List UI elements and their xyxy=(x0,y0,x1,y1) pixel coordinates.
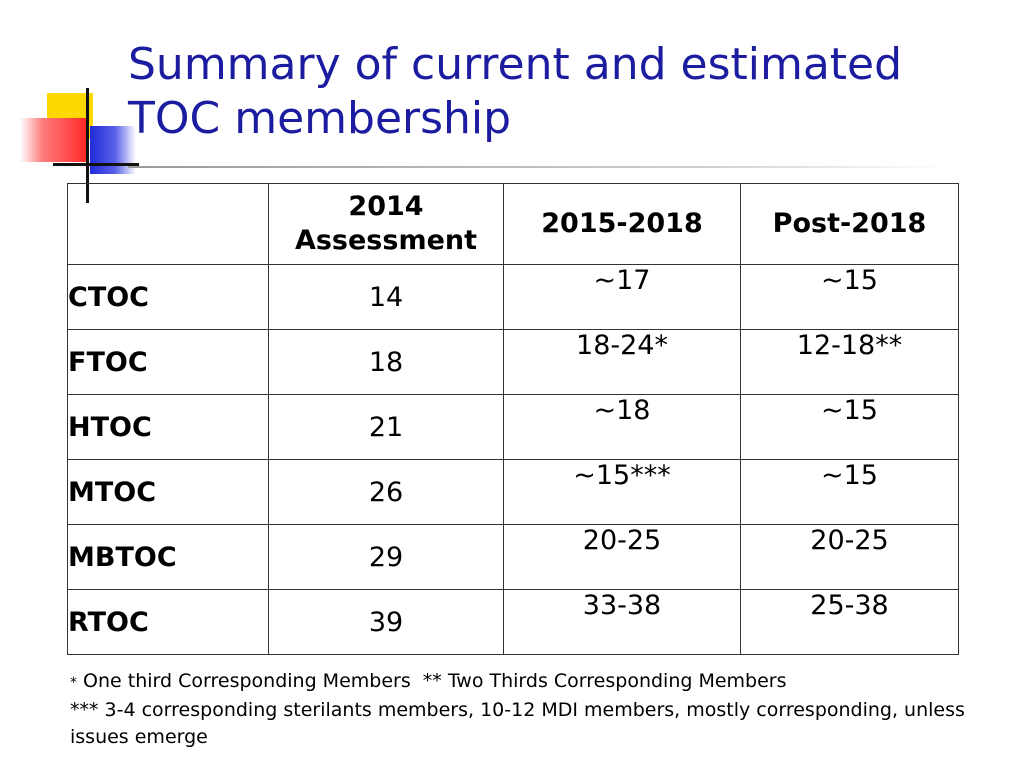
logo-red-square xyxy=(20,118,86,162)
slide-logo xyxy=(0,0,140,210)
cell-2014-assessment: 18 xyxy=(268,329,504,395)
table-row: MBTOC 29 20-25 20-25 xyxy=(67,524,959,590)
header-blank-cell xyxy=(67,183,269,265)
header-2014-assessment: 2014 Assessment xyxy=(268,183,504,265)
table-row: RTOC 39 33-38 25-38 xyxy=(67,589,959,655)
row-label: CTOC xyxy=(67,264,269,330)
row-label: HTOC xyxy=(67,394,269,460)
footnote-line-2: *** 3-4 corresponding sterilants members… xyxy=(70,699,965,748)
table-row: MTOC 26 ~15*** ~15 xyxy=(67,459,959,525)
cell-2015-2018: ~18 xyxy=(503,394,741,460)
cell-post-2018: ~15 xyxy=(740,264,959,330)
cell-post-2018: ~15 xyxy=(740,394,959,460)
row-label: MTOC xyxy=(67,459,269,525)
cell-post-2018: 25-38 xyxy=(740,589,959,655)
footnote-star: * xyxy=(70,675,77,691)
cell-post-2018: 20-25 xyxy=(740,524,959,590)
cell-post-2018: 12-18** xyxy=(740,329,959,395)
logo-vertical-line xyxy=(86,88,89,203)
footnote-text-1: One third Corresponding Members ** Two T… xyxy=(77,670,787,692)
table-row: HTOC 21 ~18 ~15 xyxy=(67,394,959,460)
slide-title: Summary of current and estimated TOC mem… xyxy=(128,39,903,144)
footnotes: * One third Corresponding Members ** Two… xyxy=(70,668,970,751)
table-header-row: 2014 Assessment 2015-2018 Post-2018 xyxy=(67,183,959,265)
title-divider xyxy=(128,166,948,168)
cell-2014-assessment: 29 xyxy=(268,524,504,590)
row-label: MBTOC xyxy=(67,524,269,590)
table-row: FTOC 18 18-24* 12-18** xyxy=(67,329,959,395)
header-post-2018: Post-2018 xyxy=(740,183,959,265)
cell-2015-2018: 18-24* xyxy=(503,329,741,395)
cell-2015-2018: 20-25 xyxy=(503,524,741,590)
cell-2014-assessment: 26 xyxy=(268,459,504,525)
cell-2014-assessment: 39 xyxy=(268,589,504,655)
header-2015-2018: 2015-2018 xyxy=(503,183,741,265)
cell-2015-2018: ~15*** xyxy=(503,459,741,525)
membership-table: 2014 Assessment 2015-2018 Post-2018 CTOC… xyxy=(67,183,959,655)
footnote-line-1: * One third Corresponding Members ** Two… xyxy=(70,668,970,697)
cell-2014-assessment: 14 xyxy=(268,264,504,330)
table-row: CTOC 14 ~17 ~15 xyxy=(67,264,959,330)
row-label: FTOC xyxy=(67,329,269,395)
cell-2015-2018: ~17 xyxy=(503,264,741,330)
logo-horizontal-line xyxy=(53,163,139,166)
row-label: RTOC xyxy=(67,589,269,655)
cell-2014-assessment: 21 xyxy=(268,394,504,460)
cell-2015-2018: 33-38 xyxy=(503,589,741,655)
cell-post-2018: ~15 xyxy=(740,459,959,525)
